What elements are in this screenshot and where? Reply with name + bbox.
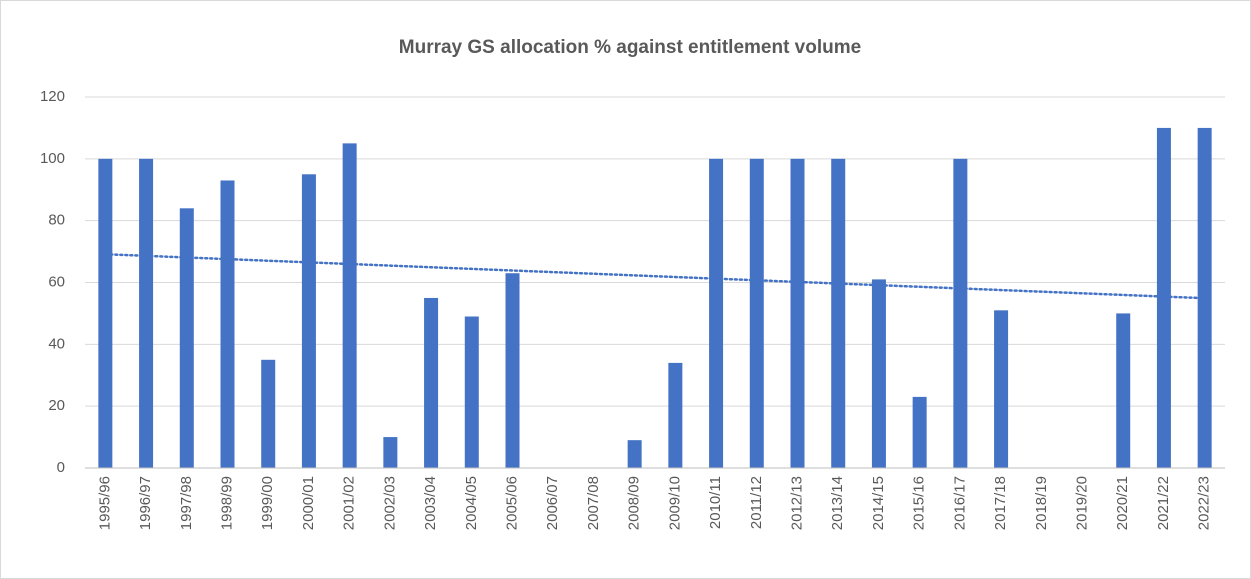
x-tick-label: 1999/00: [259, 476, 276, 530]
x-tick-label: 2017/18: [992, 476, 1009, 530]
x-tick-label: 2000/01: [300, 476, 317, 530]
x-tick-label: 2003/04: [422, 476, 439, 530]
bar: [1156, 127, 1171, 469]
bar: [505, 273, 520, 468]
x-tick-label: 2012/13: [788, 476, 805, 530]
x-tick-label: 2020/21: [1114, 476, 1131, 530]
x-tick-label: 1995/96: [96, 476, 113, 530]
bar: [424, 297, 439, 468]
x-tick-label: 2008/09: [626, 476, 643, 530]
bar: [668, 362, 683, 468]
x-tick-label: 2006/07: [544, 476, 561, 530]
bar: [261, 359, 276, 468]
x-tick-label: 2014/15: [870, 476, 887, 530]
bar: [953, 158, 968, 469]
x-tick-label: 2007/08: [585, 476, 602, 530]
bar: [383, 437, 398, 468]
y-tick-label: 20: [48, 397, 65, 414]
bar: [342, 143, 357, 468]
x-tick-label: 2021/22: [1155, 476, 1172, 530]
bar: [627, 440, 642, 468]
bar: [220, 180, 235, 468]
x-tick-label: 2013/14: [829, 476, 846, 530]
x-tick-label: 2002/03: [381, 476, 398, 530]
x-tick-label: 2001/02: [341, 476, 358, 530]
chart-title: Murray GS allocation % against entitleme…: [399, 37, 861, 58]
x-tick-label: 2022/23: [1196, 476, 1213, 530]
x-tick-label: 2015/16: [911, 476, 928, 530]
y-tick-label: 0: [57, 459, 65, 476]
bar: [994, 310, 1009, 468]
x-tick-label: 2019/20: [1073, 476, 1090, 530]
y-tick-label: 120: [40, 88, 65, 105]
x-tick-label: 1998/99: [218, 476, 235, 530]
x-tick-label: 2018/19: [1033, 476, 1050, 530]
x-tick-label: 1996/97: [137, 476, 154, 530]
y-tick-label: 60: [48, 273, 65, 290]
x-tick-label: 2009/10: [666, 476, 683, 530]
y-tick-label: 80: [48, 212, 65, 229]
bar: [749, 158, 764, 469]
x-tick-label: 2005/06: [503, 476, 520, 530]
bar: [912, 396, 927, 468]
bar: [790, 158, 805, 469]
x-tick-label: 2010/11: [707, 476, 724, 529]
bar: [871, 279, 886, 468]
x-tick-label: 2004/05: [463, 476, 480, 530]
bar: [139, 158, 154, 469]
bar: [301, 174, 316, 468]
x-tick-label: 2016/17: [951, 476, 968, 530]
x-tick-label: 2011/12: [748, 476, 765, 529]
y-tick-label: 100: [40, 150, 65, 167]
bar: [464, 316, 479, 468]
x-tick-label: 1997/98: [178, 476, 195, 530]
bar: [709, 158, 724, 469]
bar: [831, 158, 846, 469]
trendline: [104, 252, 1206, 300]
y-tick-label: 40: [48, 335, 65, 352]
bar: [1116, 313, 1131, 468]
bar: [179, 208, 194, 469]
bar: [98, 158, 113, 469]
